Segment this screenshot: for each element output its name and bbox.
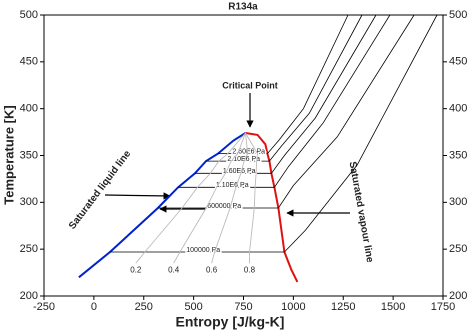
y-tick-label: 200 — [20, 290, 38, 302]
x-tick-label: 1750 — [431, 301, 455, 313]
series-label: Saturated liquid line — [67, 148, 134, 231]
y-tick-label: 350 — [20, 149, 38, 161]
series-line — [178, 14, 391, 188]
isobar-label: 1.60E6 Pa — [223, 168, 256, 175]
series-line — [157, 14, 415, 209]
y2-tick-label: 300 — [449, 196, 467, 208]
x-tick-label: 1000 — [281, 301, 305, 313]
series-line — [110, 14, 438, 253]
y2-tick-label: 200 — [449, 290, 467, 302]
x-axis-label: Entropy [J/kg-K] — [176, 314, 285, 330]
arrow — [104, 192, 171, 200]
isobar-label: 600000 Pa — [207, 203, 241, 210]
y2-tick-label: 500 — [449, 9, 467, 21]
isobar-label: 2.10E6 Pa — [227, 156, 260, 163]
quality-label: 0.6 — [206, 265, 218, 274]
isobar-label: 100000 Pa — [186, 247, 220, 254]
x-tick-label: 1250 — [331, 301, 355, 313]
y2-tick-label: 250 — [449, 243, 467, 255]
y-tick-label: 500 — [20, 9, 38, 21]
x-tick-label: 750 — [234, 301, 252, 313]
series-line — [173, 132, 246, 264]
isobar-label: 1.10E6 Pa — [216, 182, 249, 189]
quality-label: 0.8 — [244, 265, 256, 274]
x-tick-label: 0 — [91, 301, 97, 313]
x-tick-label: 1500 — [381, 301, 405, 313]
y-tick-label: 300 — [20, 196, 38, 208]
isobar-label: 2.60E6 Pa — [232, 148, 265, 155]
series-line — [218, 14, 349, 154]
quality-label: 0.4 — [168, 265, 180, 274]
series-label: Saturated vapour line — [347, 161, 376, 264]
y2-tick-label: 400 — [449, 103, 467, 115]
quality-label: 0.2 — [130, 265, 142, 274]
x-tick-label: 500 — [184, 301, 202, 313]
series-line — [206, 14, 363, 162]
y-tick-label: 250 — [20, 243, 38, 255]
y-tick-label: 450 — [20, 56, 38, 68]
y-axis-label: Temperature [K] — [1, 105, 16, 204]
annotation: Critical Point — [222, 80, 278, 90]
x-tick-label: 250 — [135, 301, 153, 313]
y2-tick-label: 350 — [449, 149, 467, 161]
y2-tick-label: 450 — [449, 56, 467, 68]
series-line — [135, 132, 246, 264]
series-line — [195, 14, 377, 174]
x-tick-label: -250 — [33, 301, 55, 313]
chart-title: R134a — [228, 2, 258, 13]
y-tick-label: 400 — [20, 103, 38, 115]
series-line — [211, 132, 249, 264]
series-line — [245, 132, 258, 264]
